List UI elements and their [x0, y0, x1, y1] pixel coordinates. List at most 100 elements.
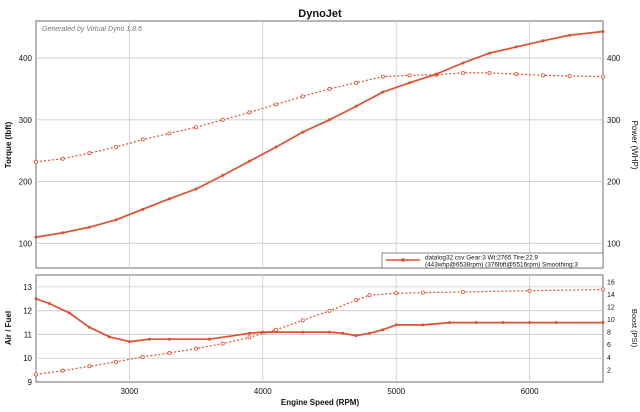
power-series-point [87, 225, 91, 229]
power-series-point [601, 29, 605, 33]
airfuel-series-point [341, 331, 345, 335]
torque-series-point [327, 86, 332, 91]
boost-tick-label: 12 [607, 304, 615, 311]
torque-series-point [34, 159, 39, 164]
torque-series-point [220, 117, 225, 122]
boost-series-point [247, 335, 252, 340]
legend-box [381, 252, 604, 269]
airfuel-series-point [448, 321, 452, 325]
boost-tick-label: 10 [607, 317, 615, 324]
boost-series-point [220, 341, 225, 346]
airfuel-series-point [261, 330, 265, 334]
torque-series-point [274, 102, 279, 107]
airfuel-series-point [354, 334, 358, 338]
boost-tick-label: 8 [607, 330, 611, 337]
power-series-point [141, 207, 145, 211]
boost-series-point [167, 351, 172, 356]
airfuel-series-point [381, 328, 385, 332]
power-series-point [301, 130, 305, 134]
power-tick-label: 300 [607, 116, 621, 125]
chart-title: DynoJet [298, 8, 342, 20]
torque-series-point [194, 125, 199, 130]
torque-series-point [460, 70, 465, 75]
torque-series-point [407, 73, 412, 78]
power-series-point [167, 197, 171, 201]
boost-series-point [87, 364, 92, 369]
boost-series-point [274, 327, 279, 332]
torque-tick-label: 100 [19, 239, 33, 248]
power-series-point [541, 39, 545, 43]
power-series-point [381, 90, 385, 94]
x-axis-label: Engine Speed (RPM) [281, 398, 360, 407]
power-series-point [274, 145, 278, 149]
x-tick-label: 5000 [387, 387, 405, 396]
airfuel-series-point [67, 311, 71, 315]
torque-tick-label: 200 [19, 178, 33, 187]
power-series-point [61, 231, 65, 235]
power-series-point [514, 45, 518, 49]
airfuel-tick-label: 10 [23, 354, 32, 363]
legend: datalog32.csv Gear:3 Wt:2765 Tire:22.9 (… [381, 252, 604, 269]
top-grid [36, 21, 603, 268]
watermark-text: Generated by Virtual Dyno 1.8.6 [42, 26, 142, 33]
boost-series-point [140, 354, 145, 359]
airfuel-series-point [368, 331, 372, 335]
airfuel-series-point [554, 321, 558, 325]
airfuel-series-point [107, 335, 111, 339]
airfuel-series-point [207, 337, 211, 341]
airfuel-series-point [87, 325, 91, 329]
airfuel-series-point [127, 340, 131, 344]
boost-series-point [420, 290, 425, 295]
bottom-series-group [34, 287, 606, 377]
power-series-point [408, 81, 412, 85]
boost-tick-label: 2 [607, 367, 611, 374]
power-series-point [434, 72, 438, 76]
airfuel-series-point [247, 331, 251, 335]
bottom-grid [36, 275, 603, 382]
boost-series-point [367, 293, 372, 298]
airfuel-tick-label: 12 [23, 307, 32, 316]
airfuel-tick-label: 11 [24, 330, 33, 339]
boost-series-point [601, 287, 606, 292]
airfuel-series-point [501, 321, 505, 325]
boost-series-point [354, 298, 359, 303]
airfuel-series-point [528, 321, 532, 325]
airfuel-series-point [301, 330, 305, 334]
power-tick-label: 200 [607, 178, 621, 187]
boost-series-point [527, 288, 532, 293]
power-series-point [114, 218, 118, 222]
boost-series-point [60, 368, 65, 373]
boost-tick-label: 16 [607, 279, 615, 286]
torque-series-point [140, 137, 145, 142]
torque-series-point [540, 73, 545, 78]
airfuel-series-point [147, 337, 151, 341]
power-series-point [488, 51, 492, 55]
boost-series-point [327, 308, 332, 313]
torque-axis-label: Torque (lbft) [4, 121, 13, 168]
boost-axis-label: Boost (PSI) [630, 309, 639, 348]
x-tick-label: 6000 [521, 387, 539, 396]
torque-tick-label: 400 [19, 54, 33, 63]
airfuel-boost-plot: 3000 4000 5000 6000 9 10 11 12 13 2 4 6 8 10 12 14 16 Ai… [4, 274, 639, 407]
boost-series-point [460, 289, 465, 294]
airfuel-series-point [47, 302, 51, 306]
x-tick-label: 4000 [254, 387, 272, 396]
power-series-point [461, 61, 465, 65]
airfuel-series-point [394, 323, 398, 327]
airfuel-series-point [474, 321, 478, 325]
torque-series-point [60, 156, 65, 161]
top-series-group [34, 29, 606, 239]
airfuel-tick-label: 13 [23, 283, 32, 292]
power-tick-label: 400 [607, 54, 621, 63]
torque-series-point [354, 80, 359, 85]
bottom-tick-labels: 3000 4000 5000 6000 9 10 11 12 13 2 4 6 8 10 12 14 16 [23, 279, 615, 396]
legend-marker [401, 258, 405, 262]
x-tick-label: 3000 [120, 387, 138, 396]
boost-tick-label: 4 [607, 355, 611, 362]
torque-series-point [514, 72, 519, 77]
torque-series-point [487, 70, 492, 75]
power-series-point [194, 187, 198, 191]
airfuel-series-point [328, 330, 332, 334]
torque-series-point [300, 94, 305, 99]
